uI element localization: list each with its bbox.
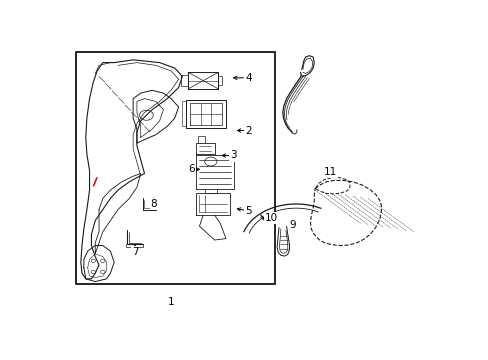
Text: 8: 8 [150,199,157,209]
Text: 2: 2 [245,126,251,135]
Text: 11: 11 [323,167,336,177]
Bar [76,51,275,284]
Text: 10: 10 [264,213,278,223]
Text: 7: 7 [131,247,138,257]
Text: 6: 6 [188,164,195,174]
Text: 3: 3 [230,150,236,161]
Text: 5: 5 [245,206,251,216]
Text: 9: 9 [288,220,295,230]
Text: 1: 1 [167,297,174,307]
Text: 4: 4 [245,73,251,83]
